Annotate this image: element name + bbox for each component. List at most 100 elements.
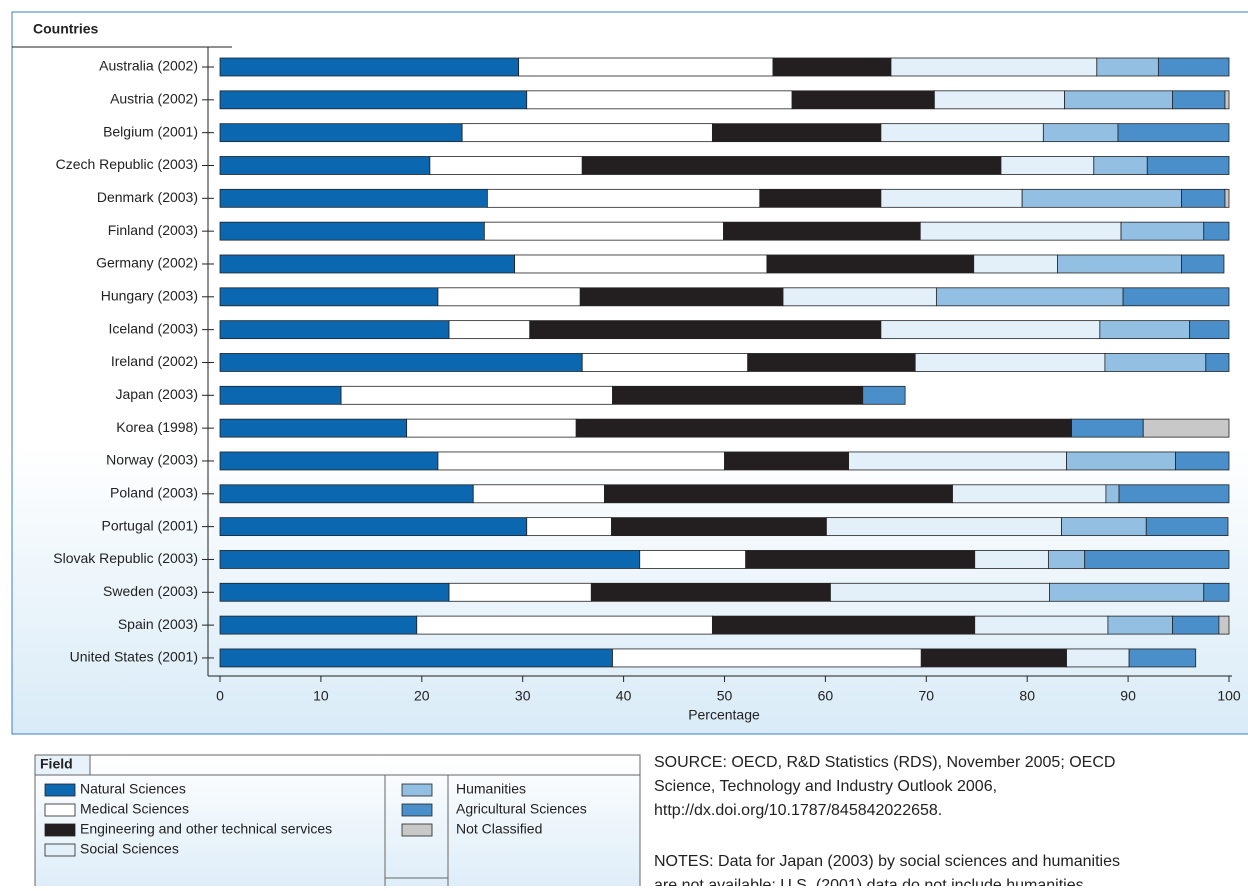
bar-segment <box>1181 188 1226 208</box>
notes-line: are not available; U.S. (2001) data do n… <box>654 877 1088 886</box>
bar-segment <box>1224 188 1230 208</box>
bar-segment <box>1096 57 1159 77</box>
legend-swatch <box>44 823 76 837</box>
bar-segment <box>219 615 418 635</box>
bar-segment <box>219 582 450 602</box>
bar-segment <box>219 385 342 405</box>
source-line: http://dx.doi.org/10.1787/845842022658. <box>654 802 942 819</box>
bar-segment <box>933 90 1065 110</box>
bar-segment <box>219 550 641 569</box>
y-tick-label: Iceland (2003) <box>108 320 198 336</box>
bar-segment <box>759 188 882 208</box>
legend-swatch <box>401 823 433 837</box>
bar-segment <box>935 287 1124 307</box>
bar-segment <box>1104 353 1207 372</box>
bar-segment <box>590 582 831 602</box>
bar-segment <box>612 648 922 668</box>
bar-segment <box>219 484 474 504</box>
legend-label: Humanities <box>456 781 526 797</box>
bar-segment <box>1181 254 1225 274</box>
bar-segment <box>1145 517 1229 537</box>
bar-segment <box>974 615 1109 635</box>
bar-segment <box>219 648 613 668</box>
bar-segment <box>1120 221 1205 241</box>
y-tick-label: Spain (2003) <box>118 616 198 632</box>
bar-segment <box>219 418 408 438</box>
x-tick-label: 60 <box>818 688 834 704</box>
bar-segment <box>526 90 793 110</box>
bar-segment <box>745 550 976 569</box>
bar-segment <box>429 156 583 175</box>
bar-segment <box>1105 484 1120 504</box>
y-tick-label: Korea (1998) <box>116 419 198 435</box>
bar-segment <box>219 254 516 274</box>
bar-segment <box>711 615 976 635</box>
y-tick-label: United States (2001) <box>70 649 198 665</box>
bar-segment <box>880 123 1044 143</box>
bar-segment <box>1061 517 1147 537</box>
bar-segment <box>579 287 784 307</box>
bar-segment <box>1203 221 1230 241</box>
bar-segment <box>1099 320 1191 340</box>
bar-segment <box>406 418 577 438</box>
y-tick-label: Poland (2003) <box>110 484 198 500</box>
bar-segment <box>1064 90 1173 110</box>
source-line: SOURCE: OECD, R&D Statistics (RDS), Nove… <box>654 754 1115 771</box>
x-tick-label: 80 <box>1019 688 1035 704</box>
y-tick-label: Finland (2003) <box>108 222 198 238</box>
bar-segment <box>919 221 1122 241</box>
bar-segment <box>1000 156 1095 175</box>
legend-label: Agricultural Sciences <box>456 801 587 817</box>
bar-segment <box>1203 582 1230 602</box>
bar-segment <box>486 188 761 208</box>
bar-segment <box>575 418 1072 438</box>
y-axis-label: Countries <box>33 21 99 37</box>
bar-segment <box>1084 550 1230 569</box>
y-tick-label: Norway (2003) <box>106 452 198 468</box>
bar-segment <box>1189 320 1230 340</box>
source-line: Science, Technology and Industry Outlook… <box>654 778 997 795</box>
bar-segment <box>1117 123 1230 143</box>
bar-segment <box>483 221 724 241</box>
bar-segment <box>219 320 450 340</box>
bar-segment <box>1172 615 1220 635</box>
x-tick-label: 40 <box>616 688 632 704</box>
bar-segment <box>914 353 1106 372</box>
bar-segment <box>612 385 864 405</box>
legend-box <box>34 754 641 891</box>
x-axis-label: Percentage <box>688 707 760 723</box>
x-tick-label: 90 <box>1120 688 1136 704</box>
bar-segment <box>1218 615 1230 635</box>
notes-line: NOTES: Data for Japan (2003) by social s… <box>654 853 1120 870</box>
bar-segment <box>1142 418 1230 438</box>
bar-segment <box>830 582 1050 602</box>
bar-segment <box>724 451 850 471</box>
legend-swatch <box>401 803 433 817</box>
legend-swatch <box>44 803 76 817</box>
bar-segment <box>1057 254 1182 274</box>
bar-segment <box>1021 188 1182 208</box>
bar-segment <box>1122 287 1230 307</box>
bar-segment <box>1048 582 1205 602</box>
legend-swatch <box>44 843 76 857</box>
bar-segment <box>1042 123 1119 143</box>
x-tick-label: 70 <box>919 688 935 704</box>
bar-segment <box>766 254 975 274</box>
bar-segment <box>890 57 1098 77</box>
bar-segment <box>880 188 1023 208</box>
bar-segment <box>581 156 1002 175</box>
bar-segment <box>920 648 1067 668</box>
bar-segment <box>782 287 937 307</box>
legend-swatch <box>401 783 433 797</box>
bar-segment <box>581 353 749 372</box>
bar-segment <box>639 550 747 569</box>
y-tick-label: Ireland (2002) <box>111 353 198 369</box>
legend-title-box <box>34 754 91 776</box>
y-tick-label: Austria (2002) <box>110 91 198 107</box>
x-tick-label: 10 <box>313 688 329 704</box>
legend-title: Field <box>40 756 73 772</box>
bar-segment <box>1066 451 1176 471</box>
bar-segment <box>1066 648 1130 668</box>
bar-segment <box>1128 648 1197 668</box>
bar-segment <box>416 615 713 635</box>
